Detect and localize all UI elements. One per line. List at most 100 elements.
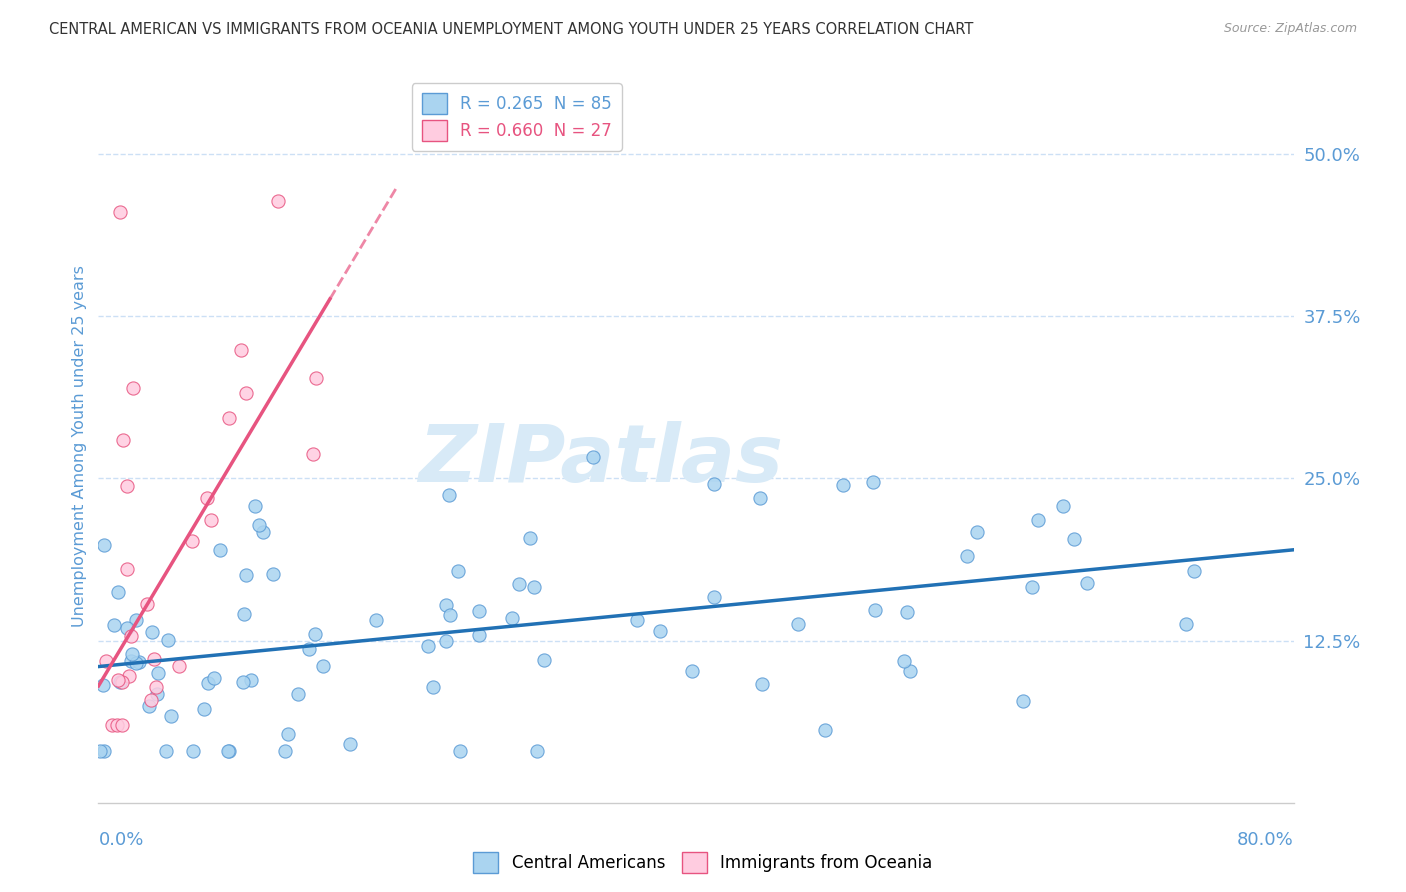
Point — [240, 673, 263, 688]
Point — [1063, 533, 1085, 547]
Text: 80.0%: 80.0% — [1237, 831, 1294, 849]
Point — [437, 488, 460, 502]
Point — [89, 744, 111, 758]
Point — [111, 674, 134, 689]
Point — [197, 676, 219, 690]
Point — [117, 562, 139, 576]
Point — [439, 607, 461, 622]
Point — [1175, 616, 1198, 631]
Point — [108, 674, 131, 689]
Point — [208, 543, 231, 558]
Point — [748, 491, 770, 505]
Point — [181, 534, 204, 549]
Point — [449, 744, 471, 758]
Point — [896, 605, 918, 619]
Point — [103, 618, 125, 632]
Point — [862, 475, 884, 490]
Point — [533, 652, 555, 666]
Point — [120, 628, 142, 642]
Point — [267, 194, 290, 208]
Point — [148, 665, 170, 680]
Point — [519, 531, 541, 545]
Point — [863, 603, 886, 617]
Point — [128, 656, 150, 670]
Point — [181, 744, 204, 758]
Point — [107, 673, 129, 687]
Legend: Central Americans, Immigrants from Oceania: Central Americans, Immigrants from Ocean… — [467, 846, 939, 880]
Point — [217, 744, 239, 758]
Point — [523, 580, 546, 594]
Y-axis label: Unemployment Among Youth under 25 years: Unemployment Among Youth under 25 years — [72, 265, 87, 627]
Text: CENTRAL AMERICAN VS IMMIGRANTS FROM OCEANIA UNEMPLOYMENT AMONG YOUTH UNDER 25 YE: CENTRAL AMERICAN VS IMMIGRANTS FROM OCEA… — [49, 22, 973, 37]
Point — [247, 517, 270, 532]
Point — [252, 525, 274, 540]
Point — [626, 613, 648, 627]
Point — [305, 371, 328, 385]
Point — [195, 491, 218, 505]
Point — [301, 447, 323, 461]
Point — [526, 744, 548, 758]
Point — [145, 687, 167, 701]
Point — [136, 597, 159, 611]
Point — [167, 658, 190, 673]
Point — [1021, 580, 1043, 594]
Point — [235, 385, 257, 400]
Point — [434, 598, 457, 612]
Point — [145, 680, 167, 694]
Point — [582, 450, 605, 464]
Point — [339, 737, 361, 751]
Point — [966, 525, 988, 540]
Point — [115, 621, 138, 635]
Point — [366, 613, 388, 627]
Point — [120, 654, 142, 668]
Point — [160, 708, 183, 723]
Point — [468, 628, 491, 642]
Point — [218, 411, 240, 425]
Point — [1052, 500, 1074, 514]
Point — [101, 718, 124, 732]
Point — [501, 611, 523, 625]
Point — [121, 648, 143, 662]
Point — [416, 640, 439, 654]
Point — [93, 538, 115, 552]
Point — [447, 564, 470, 578]
Point — [233, 607, 256, 621]
Point — [94, 654, 117, 668]
Point — [138, 699, 160, 714]
Point — [1012, 694, 1035, 708]
Point — [832, 478, 855, 492]
Point — [436, 634, 458, 648]
Point — [108, 205, 131, 219]
Text: 0.0%: 0.0% — [98, 831, 143, 849]
Point — [312, 659, 335, 673]
Point — [155, 744, 177, 758]
Point — [105, 718, 128, 732]
Point — [956, 549, 979, 563]
Text: Source: ZipAtlas.com: Source: ZipAtlas.com — [1223, 22, 1357, 36]
Point — [467, 603, 489, 617]
Point — [1182, 564, 1205, 578]
Point — [703, 476, 725, 491]
Point — [193, 702, 215, 716]
Point — [231, 343, 253, 357]
Point — [107, 585, 129, 599]
Point — [93, 744, 115, 758]
Text: ZIPatlas: ZIPatlas — [418, 421, 783, 500]
Point — [141, 625, 163, 640]
Point — [422, 680, 444, 694]
Legend: R = 0.265  N = 85, R = 0.660  N = 27: R = 0.265 N = 85, R = 0.660 N = 27 — [412, 83, 621, 151]
Point — [274, 744, 297, 758]
Point — [508, 577, 530, 591]
Point — [218, 744, 240, 758]
Point — [125, 656, 148, 670]
Point — [118, 669, 141, 683]
Point — [702, 591, 724, 605]
Point — [893, 654, 915, 668]
Point — [121, 381, 143, 395]
Point — [1076, 576, 1098, 591]
Point — [787, 617, 810, 632]
Point — [650, 624, 672, 638]
Point — [287, 687, 309, 701]
Point — [139, 692, 162, 706]
Point — [112, 433, 135, 447]
